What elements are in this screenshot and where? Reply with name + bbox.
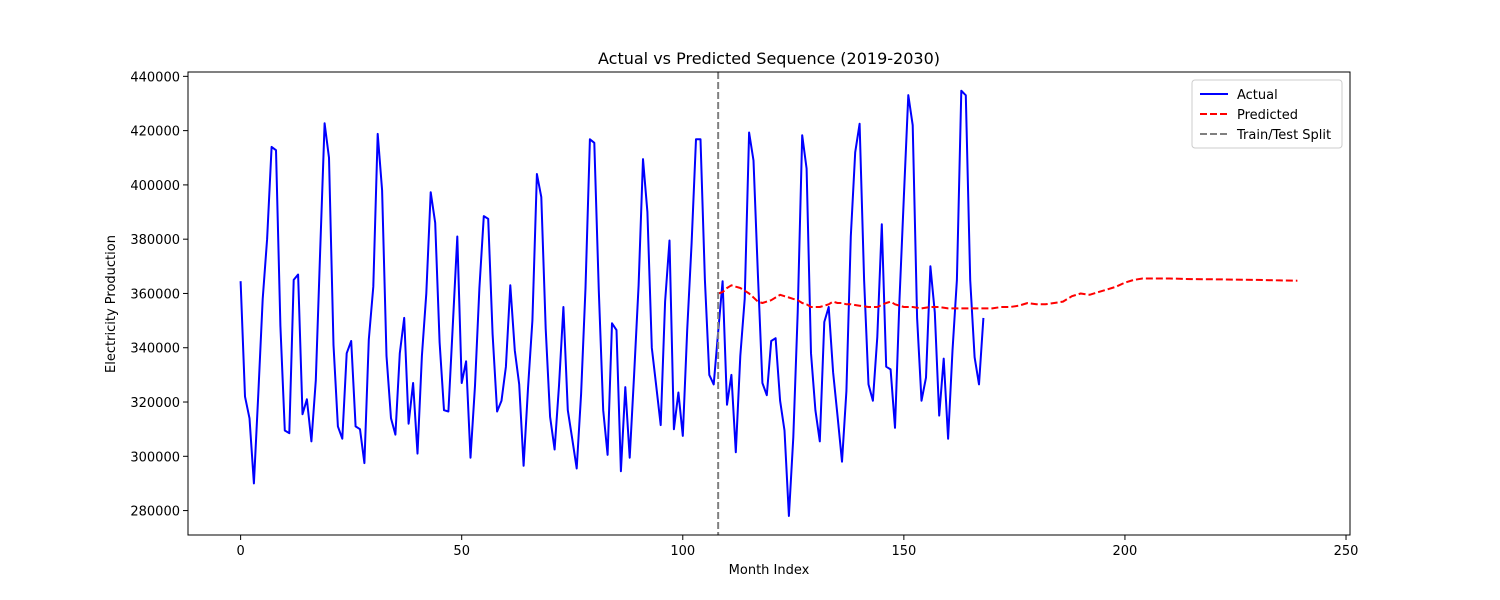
y-tick-label: 420000 xyxy=(130,125,180,140)
x-tick-label: 150 xyxy=(891,544,916,559)
x-tick-label: 200 xyxy=(1113,544,1138,559)
y-tick-label: 380000 xyxy=(130,233,180,248)
axes: 0 50 100 150 200 250 280000 300000 320000 340000 3… xyxy=(130,70,1358,559)
y-tick-label: 440000 xyxy=(130,70,180,85)
plot-area xyxy=(239,72,1298,535)
y-axis-label: Electricity Production xyxy=(104,235,119,373)
chart-title: Actual vs Predicted Sequence (2019-2030) xyxy=(598,49,940,68)
legend-label: Train/Test Split xyxy=(1236,128,1331,143)
legend-label: Predicted xyxy=(1237,108,1298,123)
x-tick-label: 250 xyxy=(1334,544,1359,559)
legend-box xyxy=(1191,79,1343,149)
y-tick-label: 360000 xyxy=(130,287,180,302)
y-tick-label: 280000 xyxy=(130,505,180,520)
plot-frame xyxy=(187,71,1351,536)
series-line-predicted xyxy=(717,277,1298,310)
x-axis-label: Month Index xyxy=(729,563,810,578)
series-line-actual xyxy=(239,89,985,517)
y-tick-label: 320000 xyxy=(130,396,180,411)
legend: Actual Predicted Train/Test Split xyxy=(1191,79,1343,149)
legend-label: Actual xyxy=(1237,88,1278,103)
y-tick-label: 400000 xyxy=(130,179,180,194)
x-tick-label: 100 xyxy=(670,544,695,559)
x-tick-label: 0 xyxy=(236,544,244,559)
x-tick-label: 50 xyxy=(453,544,470,559)
y-tick-label: 340000 xyxy=(130,342,180,357)
y-tick-label: 300000 xyxy=(130,450,180,465)
